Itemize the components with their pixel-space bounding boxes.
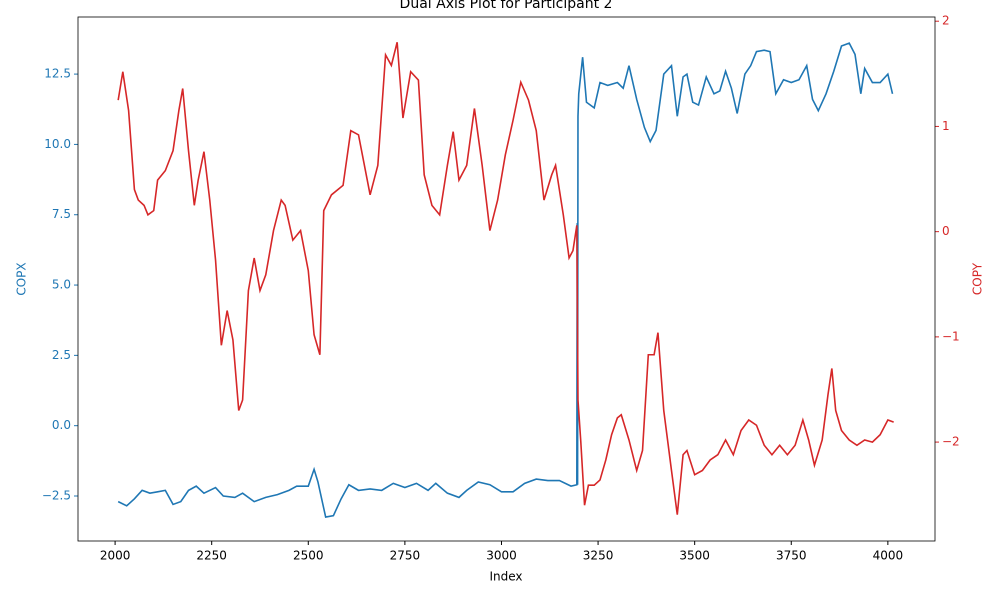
y-tick-label: 2.5: [52, 348, 71, 362]
data-line: [117, 42, 894, 519]
chart-title: Dual Axis Plot for Participant 2: [400, 0, 613, 12]
y-tick-label: 0.0: [52, 418, 71, 432]
y2-tick-label: 0: [942, 224, 950, 238]
x-tick-label: 4000: [873, 549, 904, 563]
x-tick-label: 2500: [293, 549, 324, 563]
y-tick-label: 12.5: [44, 67, 71, 81]
y-tick-label: 7.5: [52, 207, 71, 221]
x-tick-label: 2250: [196, 549, 227, 563]
y-tick-label: −2.5: [42, 488, 71, 502]
y2-tick-label: 1: [942, 119, 950, 133]
y-tick-label: 10.0: [44, 137, 71, 151]
x-tick-label: 2000: [100, 549, 131, 563]
data-line: [117, 42, 894, 515]
x-axis-label: Index: [489, 570, 522, 584]
y2-tick-label: −1: [942, 329, 960, 343]
y-tick-label: 5.0: [52, 278, 71, 292]
y2-tick-label: 2: [942, 14, 950, 28]
x-tick-label: 2750: [390, 549, 421, 563]
y2-axis-label: COPY: [971, 262, 985, 295]
y-axis-label: COPX: [15, 262, 29, 295]
x-tick-label: 3750: [776, 549, 807, 563]
plot-frame: [77, 16, 936, 542]
x-tick-label: 3500: [679, 549, 710, 563]
y2-tick-label: −2: [942, 435, 960, 449]
x-tick-label: 3250: [583, 549, 614, 563]
x-tick-label: 3000: [486, 549, 517, 563]
